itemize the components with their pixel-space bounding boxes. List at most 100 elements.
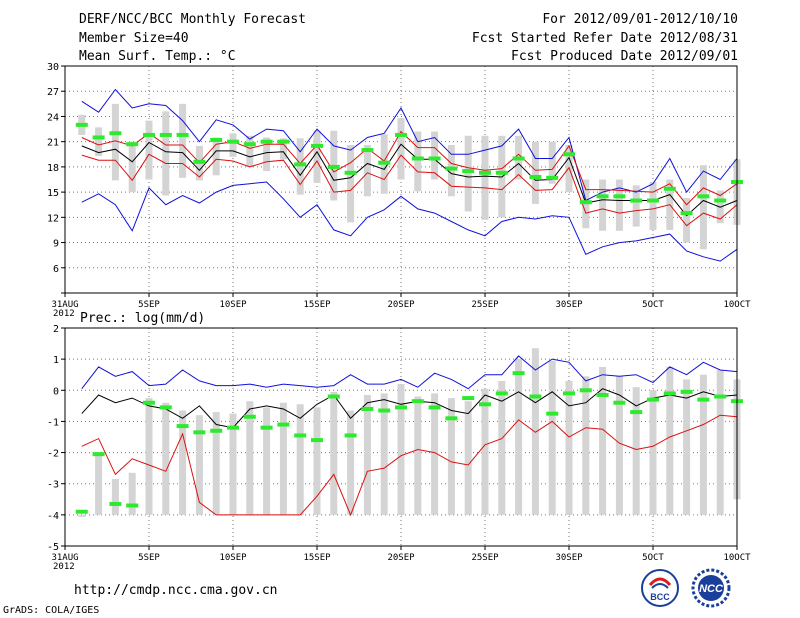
precip-median-36: [663, 391, 676, 396]
precip-median-24: [462, 396, 475, 401]
temp-box-4: [128, 141, 136, 193]
member-size: Member Size=40: [79, 31, 189, 46]
precip-box-24: [464, 401, 472, 515]
precip-ytick-label: 0: [53, 386, 59, 397]
temp-box-2: [95, 127, 103, 156]
temp-median-16: [327, 164, 340, 169]
temp-ytick-label: 21: [47, 138, 59, 149]
bcc-logo-text: BCC: [650, 592, 670, 602]
temp-box-12: [263, 137, 271, 172]
temp-median-1: [75, 122, 88, 127]
precip-box-26: [498, 380, 506, 515]
temp-box-32: [599, 179, 607, 231]
precip-median-2: [92, 452, 105, 457]
precip-ytick-label: -4: [47, 511, 59, 522]
precip-median-5: [143, 400, 155, 405]
precip-box-37: [683, 379, 691, 515]
precip-box-6: [162, 402, 170, 515]
precip-box-7: [179, 410, 187, 515]
temp-mean-line: [81, 141, 738, 217]
grads-credit: GrADS: COLA/IGES: [3, 605, 100, 616]
temp-median-30: [563, 152, 575, 157]
temp-median-2: [92, 135, 105, 140]
temp-box-13: [279, 138, 287, 160]
temp-median-7: [176, 132, 189, 137]
precip-box-23: [447, 398, 455, 515]
forecast-produced-date: Fcst Produced Date 2012/09/01: [511, 49, 738, 64]
precip-median-1: [75, 509, 88, 514]
precip-median-3: [109, 501, 122, 506]
precip-box-10: [229, 413, 237, 515]
temp-median-24: [462, 169, 475, 174]
temp-box-33: [615, 179, 623, 231]
temp-box-28: [531, 141, 539, 204]
precip-box-35: [649, 390, 657, 515]
precip-box-31: [582, 376, 590, 515]
precip-box-3: [111, 479, 119, 515]
precip-box-12: [263, 407, 271, 515]
temp-median-11: [243, 142, 256, 147]
temp-xtick-label: 5SEP: [138, 300, 160, 310]
temp-box-14: [296, 138, 304, 195]
precip-box-14: [296, 404, 304, 515]
precip-median-23: [445, 416, 458, 421]
precip-box-19: [380, 393, 388, 515]
temp-ytick-label: 24: [47, 112, 59, 123]
precip-median-10: [227, 425, 239, 430]
precip-box-16: [330, 391, 338, 515]
temp-median-25: [479, 170, 491, 175]
precip-median-30: [563, 391, 575, 396]
precip-ytick-label: 2: [53, 324, 59, 335]
temp-median-29: [546, 175, 559, 180]
precip-median-37: [680, 389, 693, 394]
temp-median-6: [159, 132, 172, 137]
bcc-logo: BCC: [641, 569, 679, 607]
precip-median-21: [411, 399, 424, 404]
precip-median-34: [630, 410, 643, 415]
precip-xtick-label: 31AUG: [51, 553, 78, 563]
temp-box-34: [632, 185, 640, 227]
precip-max-line: [81, 355, 738, 390]
precip-xtick-label: 2012: [53, 562, 75, 572]
precip-box-17: [347, 410, 355, 515]
precip-box-39: [716, 370, 724, 515]
precip-box-22: [431, 393, 439, 515]
precip-mean-line: [81, 388, 738, 429]
precip-box-20: [397, 384, 405, 515]
precip-median-12: [260, 425, 273, 430]
temp-xtick-label: 15SEP: [303, 300, 331, 310]
temp-median-36: [663, 186, 676, 191]
temp-median-22: [428, 156, 441, 161]
temp-median-32: [596, 194, 609, 199]
temp-xtick-label: 25SEP: [471, 300, 499, 310]
source-url[interactable]: http://cmdp.ncc.cma.gov.cn: [74, 583, 278, 598]
precip-panel-title: Prec.: log(mm/d): [80, 311, 206, 326]
temp-xtick-label: 10SEP: [219, 300, 247, 310]
precip-box-30: [565, 380, 573, 515]
precip-xtick-label: 15SEP: [303, 553, 331, 563]
precip-median-33: [613, 400, 626, 405]
precip-xtick-label: 10OCT: [723, 553, 751, 563]
temp-box-10: [229, 133, 237, 157]
precip-box-13: [279, 402, 287, 515]
temp-median-39: [714, 198, 727, 203]
precip-box-25: [481, 388, 489, 515]
precip-box-8: [195, 415, 203, 515]
forecast-started-date: Fcst Started Refer Date 2012/08/31: [471, 31, 738, 46]
temp-median-15: [311, 143, 323, 148]
precip-median-28: [529, 394, 542, 399]
ncc-logo: NCC: [691, 568, 731, 608]
temp-p_lo-line: [81, 153, 738, 227]
temp-xtick-label: 10OCT: [723, 300, 751, 310]
precip-median-39: [714, 394, 727, 399]
precip-median-16: [327, 394, 340, 399]
precip-median-22: [428, 405, 441, 410]
forecast-period: For 2012/09/01-2012/10/10: [542, 12, 738, 27]
temp-box-37: [683, 197, 691, 243]
temp-median-18: [361, 148, 374, 153]
precip-median-11: [243, 414, 256, 419]
temp-max-line: [81, 88, 738, 202]
precip-box-33: [615, 376, 623, 515]
